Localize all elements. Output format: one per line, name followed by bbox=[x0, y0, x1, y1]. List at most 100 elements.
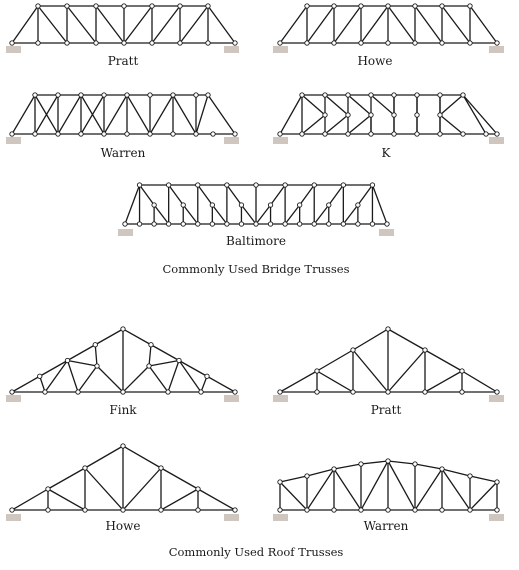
support-block bbox=[489, 46, 504, 53]
truss-joint bbox=[414, 92, 420, 98]
truss-member bbox=[439, 94, 464, 116]
truss-joint bbox=[120, 389, 126, 395]
truss-joint bbox=[120, 507, 126, 513]
truss-member bbox=[178, 359, 208, 377]
truss-member bbox=[284, 204, 301, 225]
truss-member bbox=[301, 94, 326, 116]
truss-joint bbox=[326, 202, 332, 208]
truss-joint bbox=[78, 131, 84, 137]
roof-pratt-label: Pratt bbox=[371, 403, 402, 417]
truss-joint bbox=[32, 92, 38, 98]
support-block bbox=[273, 395, 288, 402]
truss-joint bbox=[340, 182, 346, 188]
truss-joint bbox=[9, 389, 15, 395]
truss-member bbox=[167, 359, 180, 393]
truss-joint bbox=[494, 389, 500, 395]
truss-joint bbox=[299, 92, 305, 98]
truss-joint bbox=[414, 112, 420, 118]
bridge-baltimore-truss bbox=[118, 182, 394, 236]
support-block bbox=[6, 395, 21, 402]
truss-joint bbox=[32, 131, 38, 137]
truss-joint bbox=[232, 131, 238, 137]
truss-member bbox=[324, 114, 349, 135]
truss-joint bbox=[195, 182, 201, 188]
truss-member bbox=[11, 488, 49, 511]
truss-joint bbox=[151, 202, 157, 208]
truss-joint bbox=[204, 373, 210, 379]
truss-member bbox=[279, 475, 308, 483]
truss-member bbox=[66, 344, 96, 362]
truss-member bbox=[469, 5, 498, 44]
truss-joint bbox=[195, 221, 201, 227]
truss-joint bbox=[120, 443, 126, 449]
truss-member bbox=[123, 5, 153, 44]
bridge-howe-truss bbox=[273, 3, 504, 53]
truss-member bbox=[122, 467, 162, 511]
truss-joint bbox=[210, 131, 216, 137]
truss-joint bbox=[170, 92, 176, 98]
truss-member bbox=[94, 344, 98, 367]
truss-joint bbox=[282, 182, 288, 188]
truss-joint bbox=[193, 131, 199, 137]
truss-joint bbox=[180, 221, 186, 227]
truss-joint bbox=[198, 389, 204, 395]
truss-member bbox=[47, 488, 86, 511]
truss-member bbox=[39, 375, 46, 393]
truss-member bbox=[279, 5, 308, 44]
truss-joint bbox=[467, 40, 473, 46]
truss-member bbox=[357, 184, 374, 206]
truss-joint bbox=[64, 357, 71, 364]
truss-member bbox=[66, 359, 98, 367]
truss-member bbox=[279, 94, 303, 135]
truss-member bbox=[172, 94, 197, 135]
truss-joint bbox=[195, 486, 201, 492]
truss-joint bbox=[42, 389, 48, 395]
truss-joint bbox=[494, 507, 500, 513]
truss-joint bbox=[439, 3, 445, 9]
truss-joint bbox=[314, 389, 320, 395]
truss-member bbox=[424, 349, 463, 372]
truss-joint bbox=[422, 389, 428, 395]
truss-member bbox=[352, 328, 389, 351]
truss-joint bbox=[322, 131, 328, 137]
truss-joint bbox=[368, 112, 374, 118]
truss-joint bbox=[165, 389, 171, 395]
roof-warren-label: Warren bbox=[364, 519, 409, 533]
truss-joint bbox=[78, 92, 84, 98]
truss-joint bbox=[368, 92, 374, 98]
truss-joint bbox=[460, 92, 466, 98]
truss-member bbox=[441, 468, 471, 477]
truss-joint bbox=[422, 347, 428, 353]
truss-member bbox=[39, 359, 69, 377]
truss-joint bbox=[385, 40, 391, 46]
truss-member bbox=[371, 184, 388, 225]
truss-joint bbox=[101, 92, 107, 98]
truss-member bbox=[179, 5, 209, 44]
truss-member bbox=[94, 328, 124, 346]
truss-member bbox=[306, 468, 335, 511]
truss-member bbox=[299, 184, 315, 206]
bridge-baltimore-label: Baltimore bbox=[226, 234, 286, 248]
truss-member bbox=[352, 349, 389, 393]
truss-joint bbox=[340, 221, 346, 227]
truss-joint bbox=[93, 3, 99, 9]
truss-joint bbox=[384, 221, 390, 227]
truss-joint bbox=[355, 221, 361, 227]
truss-joint bbox=[282, 221, 288, 227]
truss-member bbox=[279, 481, 308, 511]
truss-joint bbox=[224, 182, 230, 188]
truss-joint bbox=[311, 182, 317, 188]
truss-member bbox=[333, 463, 362, 470]
truss-member bbox=[200, 375, 208, 393]
truss-member bbox=[240, 204, 257, 225]
truss-joint bbox=[304, 507, 310, 513]
truss-joint bbox=[412, 40, 418, 46]
truss-joint bbox=[120, 326, 126, 332]
truss-joint bbox=[304, 40, 310, 46]
truss-member bbox=[11, 375, 41, 393]
truss-joint bbox=[358, 461, 364, 467]
truss-joint bbox=[391, 131, 397, 137]
truss-joint bbox=[331, 466, 337, 472]
truss-joint bbox=[437, 92, 443, 98]
